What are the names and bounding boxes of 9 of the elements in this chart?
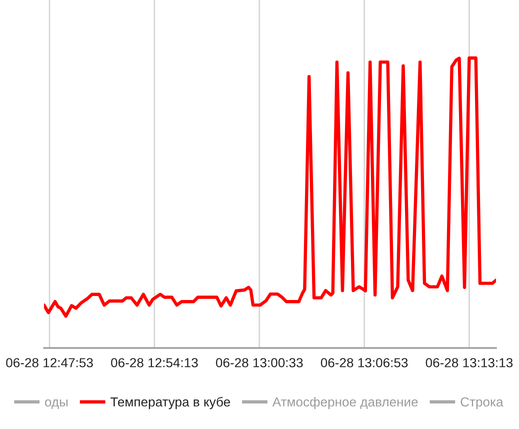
legend-label: Строка — [460, 397, 504, 410]
x-tick-label: 06-28 13:13:13 — [426, 358, 513, 368]
legend-label: Температура в кубе — [110, 396, 230, 410]
x-tick-label: 06-28 12:47:53 — [6, 358, 93, 368]
x-tick-label: 06-28 13:06:53 — [320, 358, 408, 368]
x-tick-label: 06-28 13:00:33 — [216, 358, 303, 368]
legend-label: Атмосферное давление — [272, 396, 418, 410]
legend-label: оды — [45, 399, 68, 410]
x-tick-label: 06-28 12:54:13 — [111, 358, 198, 368]
